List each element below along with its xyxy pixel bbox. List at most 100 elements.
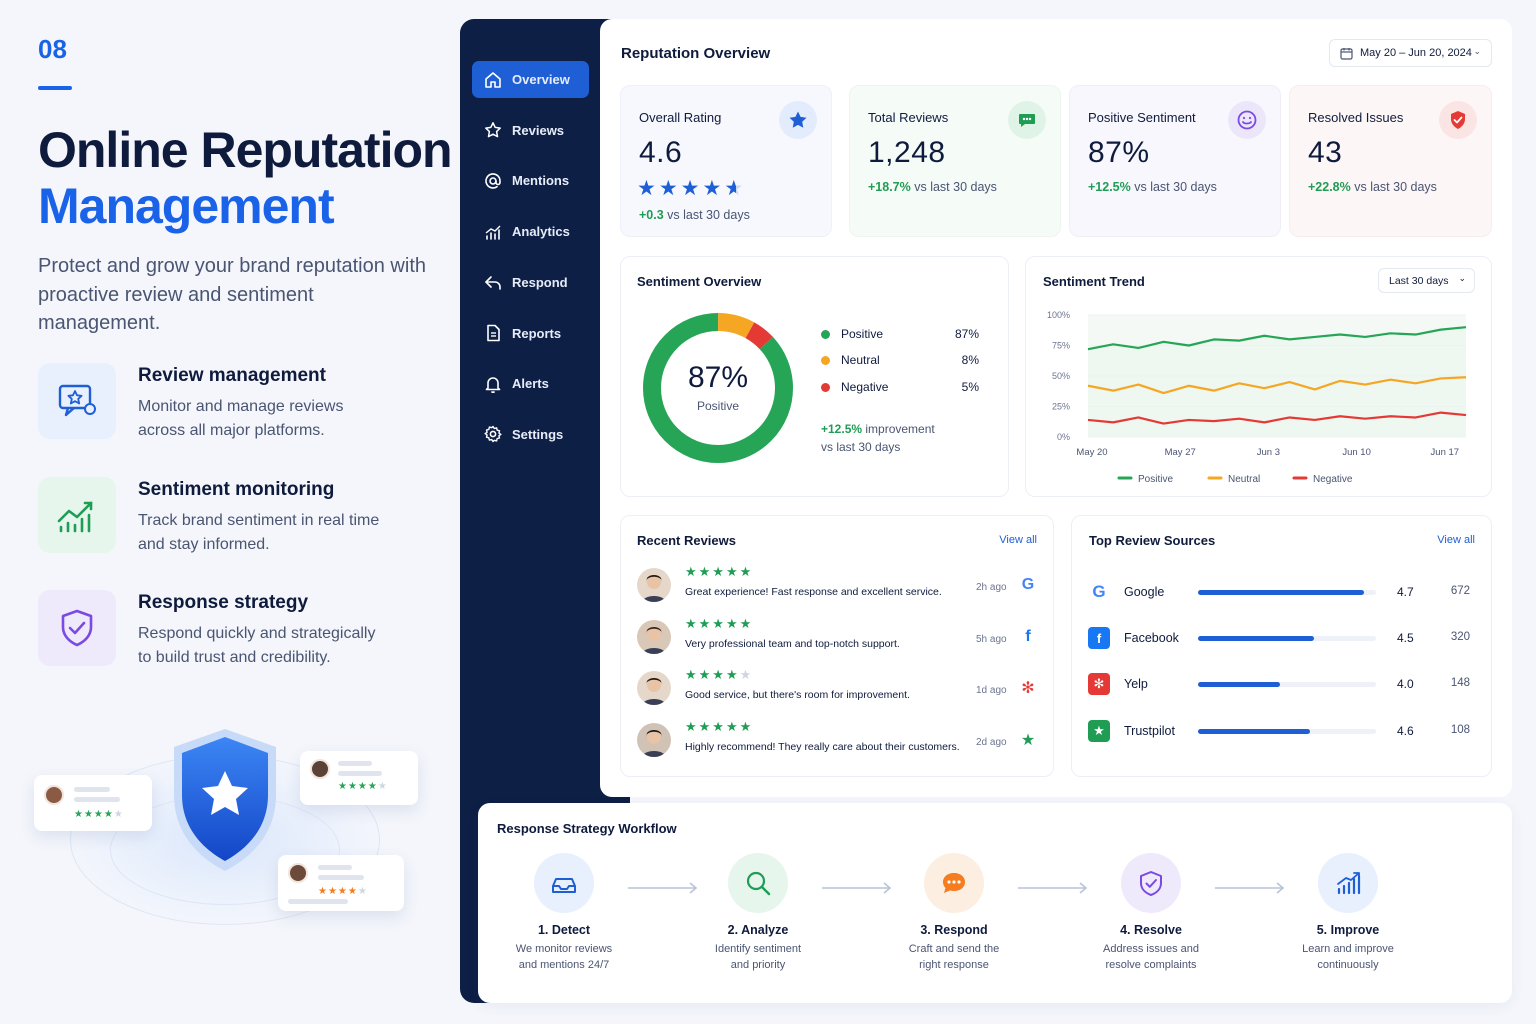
kpi-total-reviews[interactable]: Total Reviews 1,248 +18.7% vs last 30 da… — [849, 85, 1061, 237]
smile-icon — [1228, 101, 1266, 139]
source-share-fill — [1198, 636, 1314, 642]
nav-item-alerts[interactable]: Alerts — [472, 365, 589, 402]
kpi-positive-sentiment[interactable]: Positive Sentiment 87% +12.5% vs last 30… — [1069, 85, 1281, 237]
workflow-step-4: 4. Resolve Address issues and resolve comp… — [1081, 853, 1221, 973]
source-row-yelp[interactable]: ✻ Yelp 4.0 148 — [1088, 671, 1478, 701]
chat-bubble-icon — [1008, 101, 1046, 139]
feature-desc: Respond quickly and strategically to bui… — [138, 625, 376, 666]
hero-title-line2: Management — [38, 178, 335, 234]
trend-range-select[interactable]: Last 30 days ⌄ — [1378, 268, 1475, 293]
source-share-fill — [1198, 728, 1311, 734]
source-share-fill — [1198, 682, 1280, 688]
source-row-trustpilot[interactable]: ★ Trustpilot 4.6 108 — [1088, 718, 1478, 748]
review-chat-star-icon — [38, 363, 116, 439]
date-range-picker[interactable]: May 20 – Jun 20, 2024 ⌄ — [1329, 39, 1492, 67]
donut-slice-positive — [643, 313, 793, 463]
source-count: 148 — [1450, 677, 1470, 690]
feature-desc: Track brand sentiment in real time and s… — [138, 512, 380, 553]
yelp-logo-icon: ✻ — [1088, 673, 1110, 696]
workflow-step-5: 5. Improve Learn and improve continuously — [1278, 853, 1418, 973]
review-item[interactable]: ★★★★★ Good service, but there's room for … — [637, 667, 1037, 711]
source-row-google[interactable]: G Google 4.7 672 — [1088, 579, 1478, 609]
home-icon — [485, 71, 501, 88]
review-time: 2h ago — [976, 582, 1007, 593]
review-text: Great experience! Fast response and exce… — [685, 586, 942, 598]
workflow-step-1: 1. Detect We monitor reviews and mentions … — [494, 853, 634, 973]
feature-review-management: Review management Monitor and manage rev… — [38, 363, 448, 443]
kpi-label: Total Reviews — [868, 110, 949, 125]
shield-check-icon — [1121, 853, 1181, 913]
nav-item-label: Alerts — [512, 376, 549, 392]
workflow-step-2: 2. Analyze Identify sentiment and priority — [688, 853, 828, 973]
series-line-negative — [1087, 411, 1467, 425]
nav-item-label: Reviews — [512, 122, 565, 138]
at-icon — [485, 173, 501, 189]
chevron-down-icon: ⌄ — [1458, 273, 1466, 283]
x-tick-label: Jun 17 — [1431, 447, 1460, 458]
source-name: Yelp — [1124, 677, 1148, 692]
review-time: 2d ago — [976, 736, 1007, 748]
review-source-icon: G — [1021, 576, 1035, 593]
chevron-down-icon: ⌄ — [1473, 46, 1481, 56]
analytics-icon — [485, 225, 501, 240]
series-area-positive — [1088, 327, 1466, 437]
review-stars: ★★★★★ — [685, 615, 754, 631]
review-stars: ★★★★★ — [685, 667, 754, 682]
kpi-label: Overall Rating — [639, 110, 722, 125]
step-title: 4. Resolve — [1120, 923, 1182, 937]
trustpilot-logo-icon: ★ — [1088, 719, 1110, 742]
avatar — [637, 722, 671, 757]
review-item[interactable]: ★★★★★ Very professional team and top-notc… — [637, 616, 1037, 660]
growth-icon — [1318, 853, 1378, 913]
workflow-arrow-icon — [1018, 881, 1090, 899]
gear-icon — [484, 426, 502, 443]
kpi-resolved-issues[interactable]: Resolved Issues 43 +22.8% vs last 30 day… — [1289, 85, 1492, 237]
sentiment-overview-card: Sentiment Overview 87% Positive Positive… — [620, 256, 1009, 497]
mini-stars: ★★★★★ — [338, 781, 388, 792]
nav-item-overview[interactable]: Overview — [472, 61, 589, 98]
source-count: 320 — [1450, 631, 1470, 644]
legend-label: Neutral — [1228, 474, 1260, 485]
nav-item-mentions[interactable]: Mentions — [472, 162, 589, 199]
workflow-arrow-icon — [1215, 881, 1287, 899]
review-item[interactable]: ★★★★★ Great experience! Fast response and… — [637, 564, 1037, 608]
kpi-overall-rating[interactable]: Overall Rating 4.6 ★★★★★ +0.3 vs last 30… — [620, 85, 832, 237]
nav-item-analytics[interactable]: Analytics — [472, 213, 589, 250]
kpi-value: 4.6 — [639, 136, 683, 169]
x-tick-label: Jun 10 — [1342, 447, 1371, 458]
nav-item-label: Mentions — [512, 173, 570, 189]
view-all-sources-link[interactable]: View all — [1437, 534, 1475, 546]
review-source-icon: f — [1025, 627, 1031, 645]
feature-title: Sentiment monitoring — [138, 479, 335, 500]
bell-icon — [485, 376, 501, 393]
source-row-facebook[interactable]: f Facebook 4.5 320 — [1088, 625, 1478, 655]
nav-item-reports[interactable]: Reports — [472, 315, 589, 352]
reply-icon — [485, 276, 501, 291]
source-share-bar — [1198, 590, 1376, 595]
source-rating: 4.0 — [1397, 677, 1414, 692]
nav-item-reviews[interactable]: Reviews — [472, 112, 589, 149]
review-item[interactable]: ★★★★★ Highly recommend! They really care … — [637, 719, 1037, 763]
kpi-change: +22.8% vs last 30 days — [1308, 180, 1437, 194]
avatar — [637, 619, 671, 654]
view-all-reviews-link[interactable]: View all — [999, 534, 1037, 546]
kpi-label: Positive Sentiment — [1088, 110, 1196, 125]
avatar — [637, 568, 671, 602]
search-icon — [728, 853, 788, 913]
chat-icon — [924, 853, 984, 913]
nav-item-respond[interactable]: Respond — [472, 264, 589, 301]
source-count: 672 — [1450, 585, 1470, 597]
legend-label: Positive — [1138, 474, 1173, 485]
source-count: 108 — [1450, 723, 1470, 736]
hero-lead: Protect and grow your brand reputation w… — [38, 255, 426, 334]
nav-item-label: Analytics — [512, 224, 570, 240]
nav-item-settings[interactable]: Settings — [472, 416, 589, 453]
trend-chart-icon — [38, 477, 116, 553]
sentiment-donut — [643, 313, 793, 463]
workflow-title: Response Strategy Workflow — [497, 821, 677, 836]
feature-response-strategy: Response strategy Respond quickly and st… — [38, 590, 448, 670]
kpi-label: Resolved Issues — [1308, 110, 1404, 125]
donut-center-value: 87% — [687, 361, 749, 394]
source-name: Trustpilot — [1124, 723, 1175, 738]
calendar-icon — [1340, 48, 1353, 60]
